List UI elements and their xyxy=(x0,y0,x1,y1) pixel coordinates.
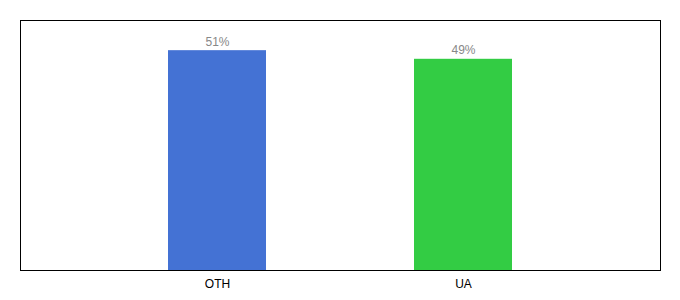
svg-text:OTH: OTH xyxy=(205,277,230,291)
svg-text:49%: 49% xyxy=(451,43,475,57)
svg-text:UA: UA xyxy=(455,277,472,291)
svg-text:51%: 51% xyxy=(205,35,229,49)
